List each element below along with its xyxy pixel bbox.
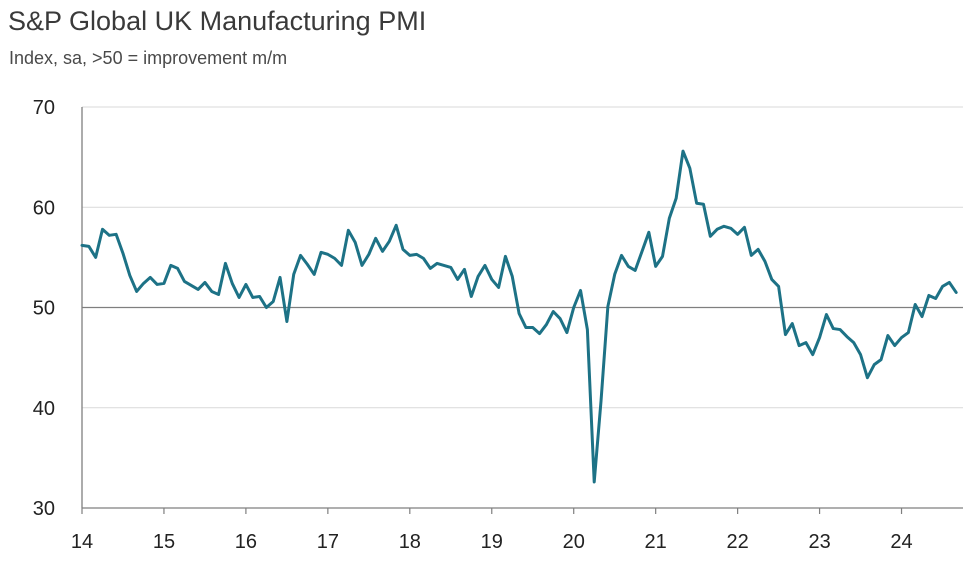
x-tick-label-20: 20 bbox=[563, 531, 585, 553]
series-layer bbox=[80, 149, 958, 484]
x-tick-label-24: 24 bbox=[890, 531, 912, 553]
y-tick-labels: 30 40 50 60 70 bbox=[33, 97, 55, 520]
x-tick-label-17: 17 bbox=[317, 531, 339, 553]
chart-title: S&P Global UK Manufacturing PMI bbox=[8, 6, 427, 36]
x-tick-labels: 14 15 16 17 18 19 20 21 22 23 24 bbox=[71, 531, 913, 553]
y-tick-label-50: 50 bbox=[33, 298, 55, 320]
pmi-series-line bbox=[80, 149, 958, 484]
x-tick-label-19: 19 bbox=[481, 531, 503, 553]
chart-subtitle: Index, sa, >50 = improvement m/m bbox=[9, 48, 288, 68]
y-tick-label-70: 70 bbox=[33, 97, 55, 119]
x-tick-label-22: 22 bbox=[727, 531, 749, 553]
x-tick-label-23: 23 bbox=[808, 531, 830, 553]
x-tick-label-15: 15 bbox=[153, 531, 175, 553]
y-tick-label-60: 60 bbox=[33, 197, 55, 219]
y-tick-label-30: 30 bbox=[33, 498, 55, 520]
x-tick-label-18: 18 bbox=[399, 531, 421, 553]
x-tick-label-21: 21 bbox=[645, 531, 667, 553]
gridlines bbox=[82, 106, 963, 409]
y-tick-label-40: 40 bbox=[33, 398, 55, 420]
axes bbox=[81, 107, 963, 514]
x-tick-label-16: 16 bbox=[235, 531, 257, 553]
x-tick-label-14: 14 bbox=[71, 531, 93, 553]
